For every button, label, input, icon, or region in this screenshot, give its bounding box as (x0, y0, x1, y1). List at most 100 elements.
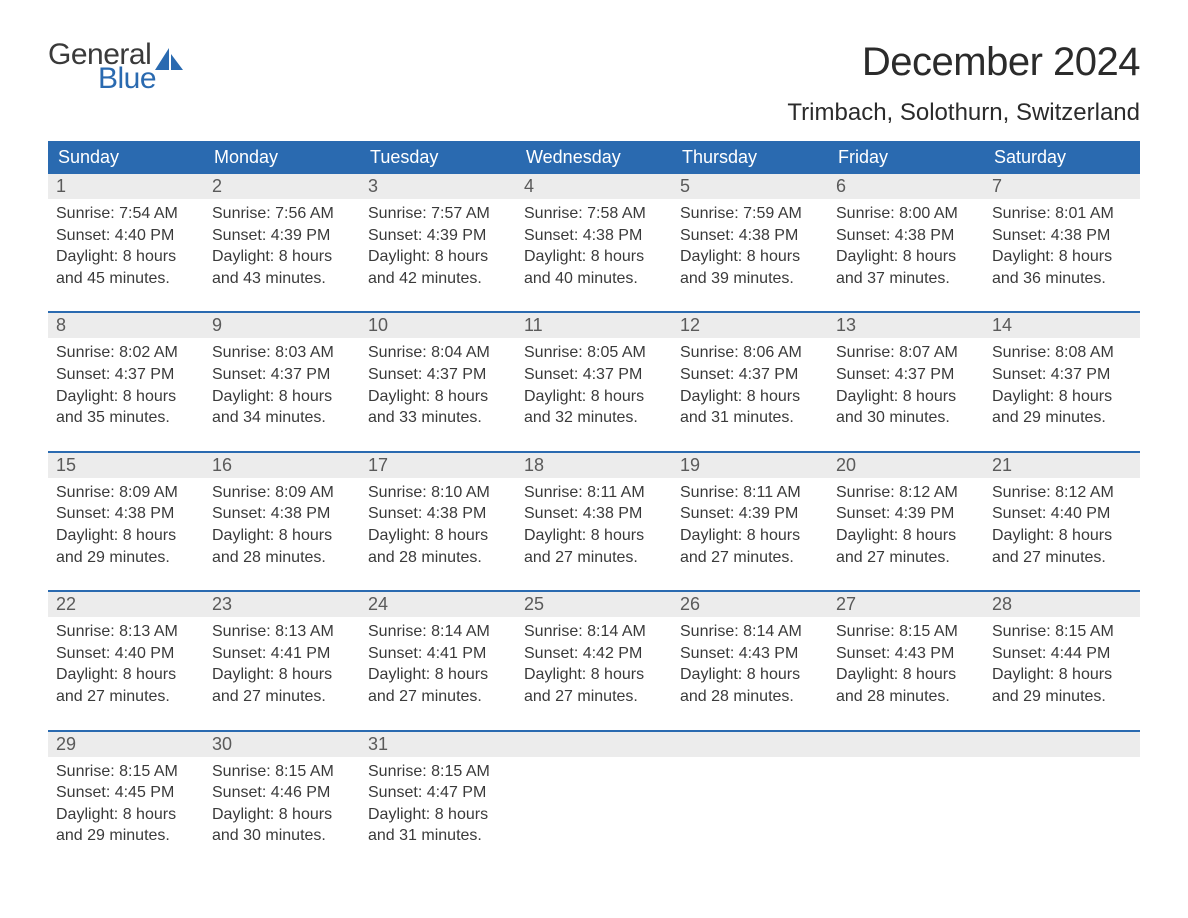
day-sunrise: Sunrise: 8:07 AM (836, 342, 976, 364)
day-details: Sunrise: 7:54 AMSunset: 4:40 PMDaylight:… (48, 199, 204, 289)
calendar-day: 1Sunrise: 7:54 AMSunset: 4:40 PMDaylight… (48, 174, 204, 311)
day-d2: and 37 minutes. (836, 268, 976, 290)
day-d1: Daylight: 8 hours (524, 525, 664, 547)
day-sunrise: Sunrise: 7:56 AM (212, 203, 352, 225)
day-sunrise: Sunrise: 8:13 AM (212, 621, 352, 643)
day-number: 10 (360, 313, 516, 338)
day-details: Sunrise: 8:00 AMSunset: 4:38 PMDaylight:… (828, 199, 984, 289)
calendar-day: 3Sunrise: 7:57 AMSunset: 4:39 PMDaylight… (360, 174, 516, 311)
dow-friday: Friday (828, 141, 984, 174)
day-d2: and 27 minutes. (56, 686, 196, 708)
day-d2: and 27 minutes. (836, 547, 976, 569)
day-d2: and 33 minutes. (368, 407, 508, 429)
calendar-week: 22Sunrise: 8:13 AMSunset: 4:40 PMDayligh… (48, 590, 1140, 729)
day-d2: and 30 minutes. (836, 407, 976, 429)
day-sunset: Sunset: 4:38 PM (836, 225, 976, 247)
day-d1: Daylight: 8 hours (56, 246, 196, 268)
day-d2: and 29 minutes. (992, 686, 1132, 708)
day-d2: and 28 minutes. (368, 547, 508, 569)
calendar-day: 12Sunrise: 8:06 AMSunset: 4:37 PMDayligh… (672, 313, 828, 450)
day-sunrise: Sunrise: 8:09 AM (212, 482, 352, 504)
day-sunset: Sunset: 4:38 PM (680, 225, 820, 247)
day-number: 13 (828, 313, 984, 338)
day-details: Sunrise: 7:57 AMSunset: 4:39 PMDaylight:… (360, 199, 516, 289)
header: General Blue December 2024 Trimbach, Sol… (48, 40, 1140, 127)
weeks-container: 1Sunrise: 7:54 AMSunset: 4:40 PMDaylight… (48, 174, 1140, 869)
day-d1: Daylight: 8 hours (212, 386, 352, 408)
day-number: 30 (204, 732, 360, 757)
day-number: 20 (828, 453, 984, 478)
day-d2: and 28 minutes. (836, 686, 976, 708)
day-sunset: Sunset: 4:39 PM (836, 503, 976, 525)
day-number: . (828, 732, 984, 757)
day-number: . (984, 732, 1140, 757)
day-d1: Daylight: 8 hours (836, 664, 976, 686)
calendar-day: 16Sunrise: 8:09 AMSunset: 4:38 PMDayligh… (204, 453, 360, 590)
day-sunset: Sunset: 4:38 PM (992, 225, 1132, 247)
day-sunset: Sunset: 4:40 PM (992, 503, 1132, 525)
day-sunset: Sunset: 4:38 PM (368, 503, 508, 525)
day-sunrise: Sunrise: 7:58 AM (524, 203, 664, 225)
calendar-day: 17Sunrise: 8:10 AMSunset: 4:38 PMDayligh… (360, 453, 516, 590)
day-d1: Daylight: 8 hours (836, 386, 976, 408)
dow-sunday: Sunday (48, 141, 204, 174)
day-number: 31 (360, 732, 516, 757)
calendar-day: . (516, 732, 672, 869)
day-number: 4 (516, 174, 672, 199)
day-sunrise: Sunrise: 7:59 AM (680, 203, 820, 225)
day-d2: and 31 minutes. (368, 825, 508, 847)
calendar-week: 29Sunrise: 8:15 AMSunset: 4:45 PMDayligh… (48, 730, 1140, 869)
day-d1: Daylight: 8 hours (56, 525, 196, 547)
calendar-day: 5Sunrise: 7:59 AMSunset: 4:38 PMDaylight… (672, 174, 828, 311)
day-sunrise: Sunrise: 8:02 AM (56, 342, 196, 364)
day-details: Sunrise: 8:03 AMSunset: 4:37 PMDaylight:… (204, 338, 360, 428)
dow-tuesday: Tuesday (360, 141, 516, 174)
day-d2: and 27 minutes. (680, 547, 820, 569)
day-number: 29 (48, 732, 204, 757)
day-number: 23 (204, 592, 360, 617)
day-sunset: Sunset: 4:37 PM (368, 364, 508, 386)
day-d1: Daylight: 8 hours (56, 804, 196, 826)
day-sunset: Sunset: 4:46 PM (212, 782, 352, 804)
day-d1: Daylight: 8 hours (992, 525, 1132, 547)
day-sunrise: Sunrise: 8:01 AM (992, 203, 1132, 225)
calendar-day: 31Sunrise: 8:15 AMSunset: 4:47 PMDayligh… (360, 732, 516, 869)
day-d2: and 28 minutes. (680, 686, 820, 708)
day-number: 7 (984, 174, 1140, 199)
day-details: Sunrise: 8:14 AMSunset: 4:41 PMDaylight:… (360, 617, 516, 707)
day-d1: Daylight: 8 hours (992, 386, 1132, 408)
day-sunset: Sunset: 4:37 PM (836, 364, 976, 386)
day-number: 19 (672, 453, 828, 478)
day-sunset: Sunset: 4:39 PM (368, 225, 508, 247)
day-sunset: Sunset: 4:38 PM (56, 503, 196, 525)
day-sunrise: Sunrise: 8:14 AM (680, 621, 820, 643)
day-sunrise: Sunrise: 8:12 AM (992, 482, 1132, 504)
day-d2: and 40 minutes. (524, 268, 664, 290)
calendar-week: 8Sunrise: 8:02 AMSunset: 4:37 PMDaylight… (48, 311, 1140, 450)
day-sunrise: Sunrise: 8:15 AM (212, 761, 352, 783)
day-d2: and 39 minutes. (680, 268, 820, 290)
day-d2: and 27 minutes. (524, 547, 664, 569)
calendar-day: 21Sunrise: 8:12 AMSunset: 4:40 PMDayligh… (984, 453, 1140, 590)
day-d2: and 43 minutes. (212, 268, 352, 290)
day-number: 9 (204, 313, 360, 338)
day-d1: Daylight: 8 hours (836, 246, 976, 268)
day-details: Sunrise: 7:58 AMSunset: 4:38 PMDaylight:… (516, 199, 672, 289)
calendar-day: 10Sunrise: 8:04 AMSunset: 4:37 PMDayligh… (360, 313, 516, 450)
day-d2: and 28 minutes. (212, 547, 352, 569)
day-details: Sunrise: 8:12 AMSunset: 4:39 PMDaylight:… (828, 478, 984, 568)
day-sunrise: Sunrise: 8:11 AM (680, 482, 820, 504)
title-block: December 2024 Trimbach, Solothurn, Switz… (787, 40, 1140, 127)
day-d1: Daylight: 8 hours (680, 525, 820, 547)
calendar-day: . (672, 732, 828, 869)
day-sunset: Sunset: 4:42 PM (524, 643, 664, 665)
day-sunset: Sunset: 4:41 PM (212, 643, 352, 665)
day-d1: Daylight: 8 hours (524, 246, 664, 268)
day-sunset: Sunset: 4:39 PM (212, 225, 352, 247)
day-d1: Daylight: 8 hours (212, 525, 352, 547)
day-sunset: Sunset: 4:37 PM (680, 364, 820, 386)
calendar-day: 14Sunrise: 8:08 AMSunset: 4:37 PMDayligh… (984, 313, 1140, 450)
calendar-day: 27Sunrise: 8:15 AMSunset: 4:43 PMDayligh… (828, 592, 984, 729)
day-sunset: Sunset: 4:43 PM (836, 643, 976, 665)
day-details: Sunrise: 8:06 AMSunset: 4:37 PMDaylight:… (672, 338, 828, 428)
